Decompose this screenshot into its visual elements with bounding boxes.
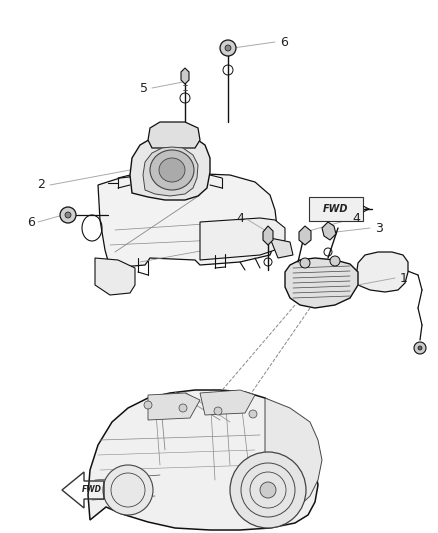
Polygon shape	[200, 390, 255, 415]
Circle shape	[225, 45, 231, 51]
Text: 2: 2	[37, 179, 45, 191]
Polygon shape	[148, 393, 200, 420]
Circle shape	[418, 346, 422, 350]
Text: 6: 6	[280, 36, 288, 49]
Text: FWD: FWD	[323, 204, 349, 214]
Text: 4: 4	[352, 212, 360, 224]
Polygon shape	[322, 222, 336, 240]
Text: 6: 6	[27, 215, 35, 229]
Polygon shape	[98, 173, 278, 268]
Circle shape	[300, 258, 310, 268]
Circle shape	[60, 207, 76, 223]
Polygon shape	[200, 218, 285, 260]
Text: 4: 4	[236, 212, 244, 224]
Polygon shape	[181, 68, 189, 84]
Polygon shape	[263, 226, 273, 245]
Polygon shape	[299, 226, 311, 245]
Ellipse shape	[150, 150, 194, 190]
Circle shape	[414, 342, 426, 354]
Polygon shape	[95, 258, 135, 295]
Circle shape	[249, 410, 257, 418]
Text: FWD: FWD	[82, 486, 102, 495]
Polygon shape	[143, 147, 198, 196]
Circle shape	[103, 465, 153, 515]
Circle shape	[179, 404, 187, 412]
Circle shape	[65, 212, 71, 218]
Circle shape	[144, 401, 152, 409]
Polygon shape	[285, 258, 358, 308]
Polygon shape	[270, 238, 293, 258]
FancyBboxPatch shape	[309, 197, 363, 221]
Text: 5: 5	[140, 82, 148, 94]
Circle shape	[214, 407, 222, 415]
Circle shape	[330, 256, 340, 266]
Text: 1: 1	[400, 271, 408, 285]
Polygon shape	[130, 135, 210, 200]
Ellipse shape	[159, 158, 185, 182]
Circle shape	[260, 482, 276, 498]
Text: 3: 3	[375, 222, 383, 235]
Circle shape	[220, 40, 236, 56]
Polygon shape	[88, 390, 318, 530]
Polygon shape	[148, 122, 200, 148]
Polygon shape	[355, 252, 408, 292]
Polygon shape	[265, 398, 322, 522]
Circle shape	[230, 452, 306, 528]
